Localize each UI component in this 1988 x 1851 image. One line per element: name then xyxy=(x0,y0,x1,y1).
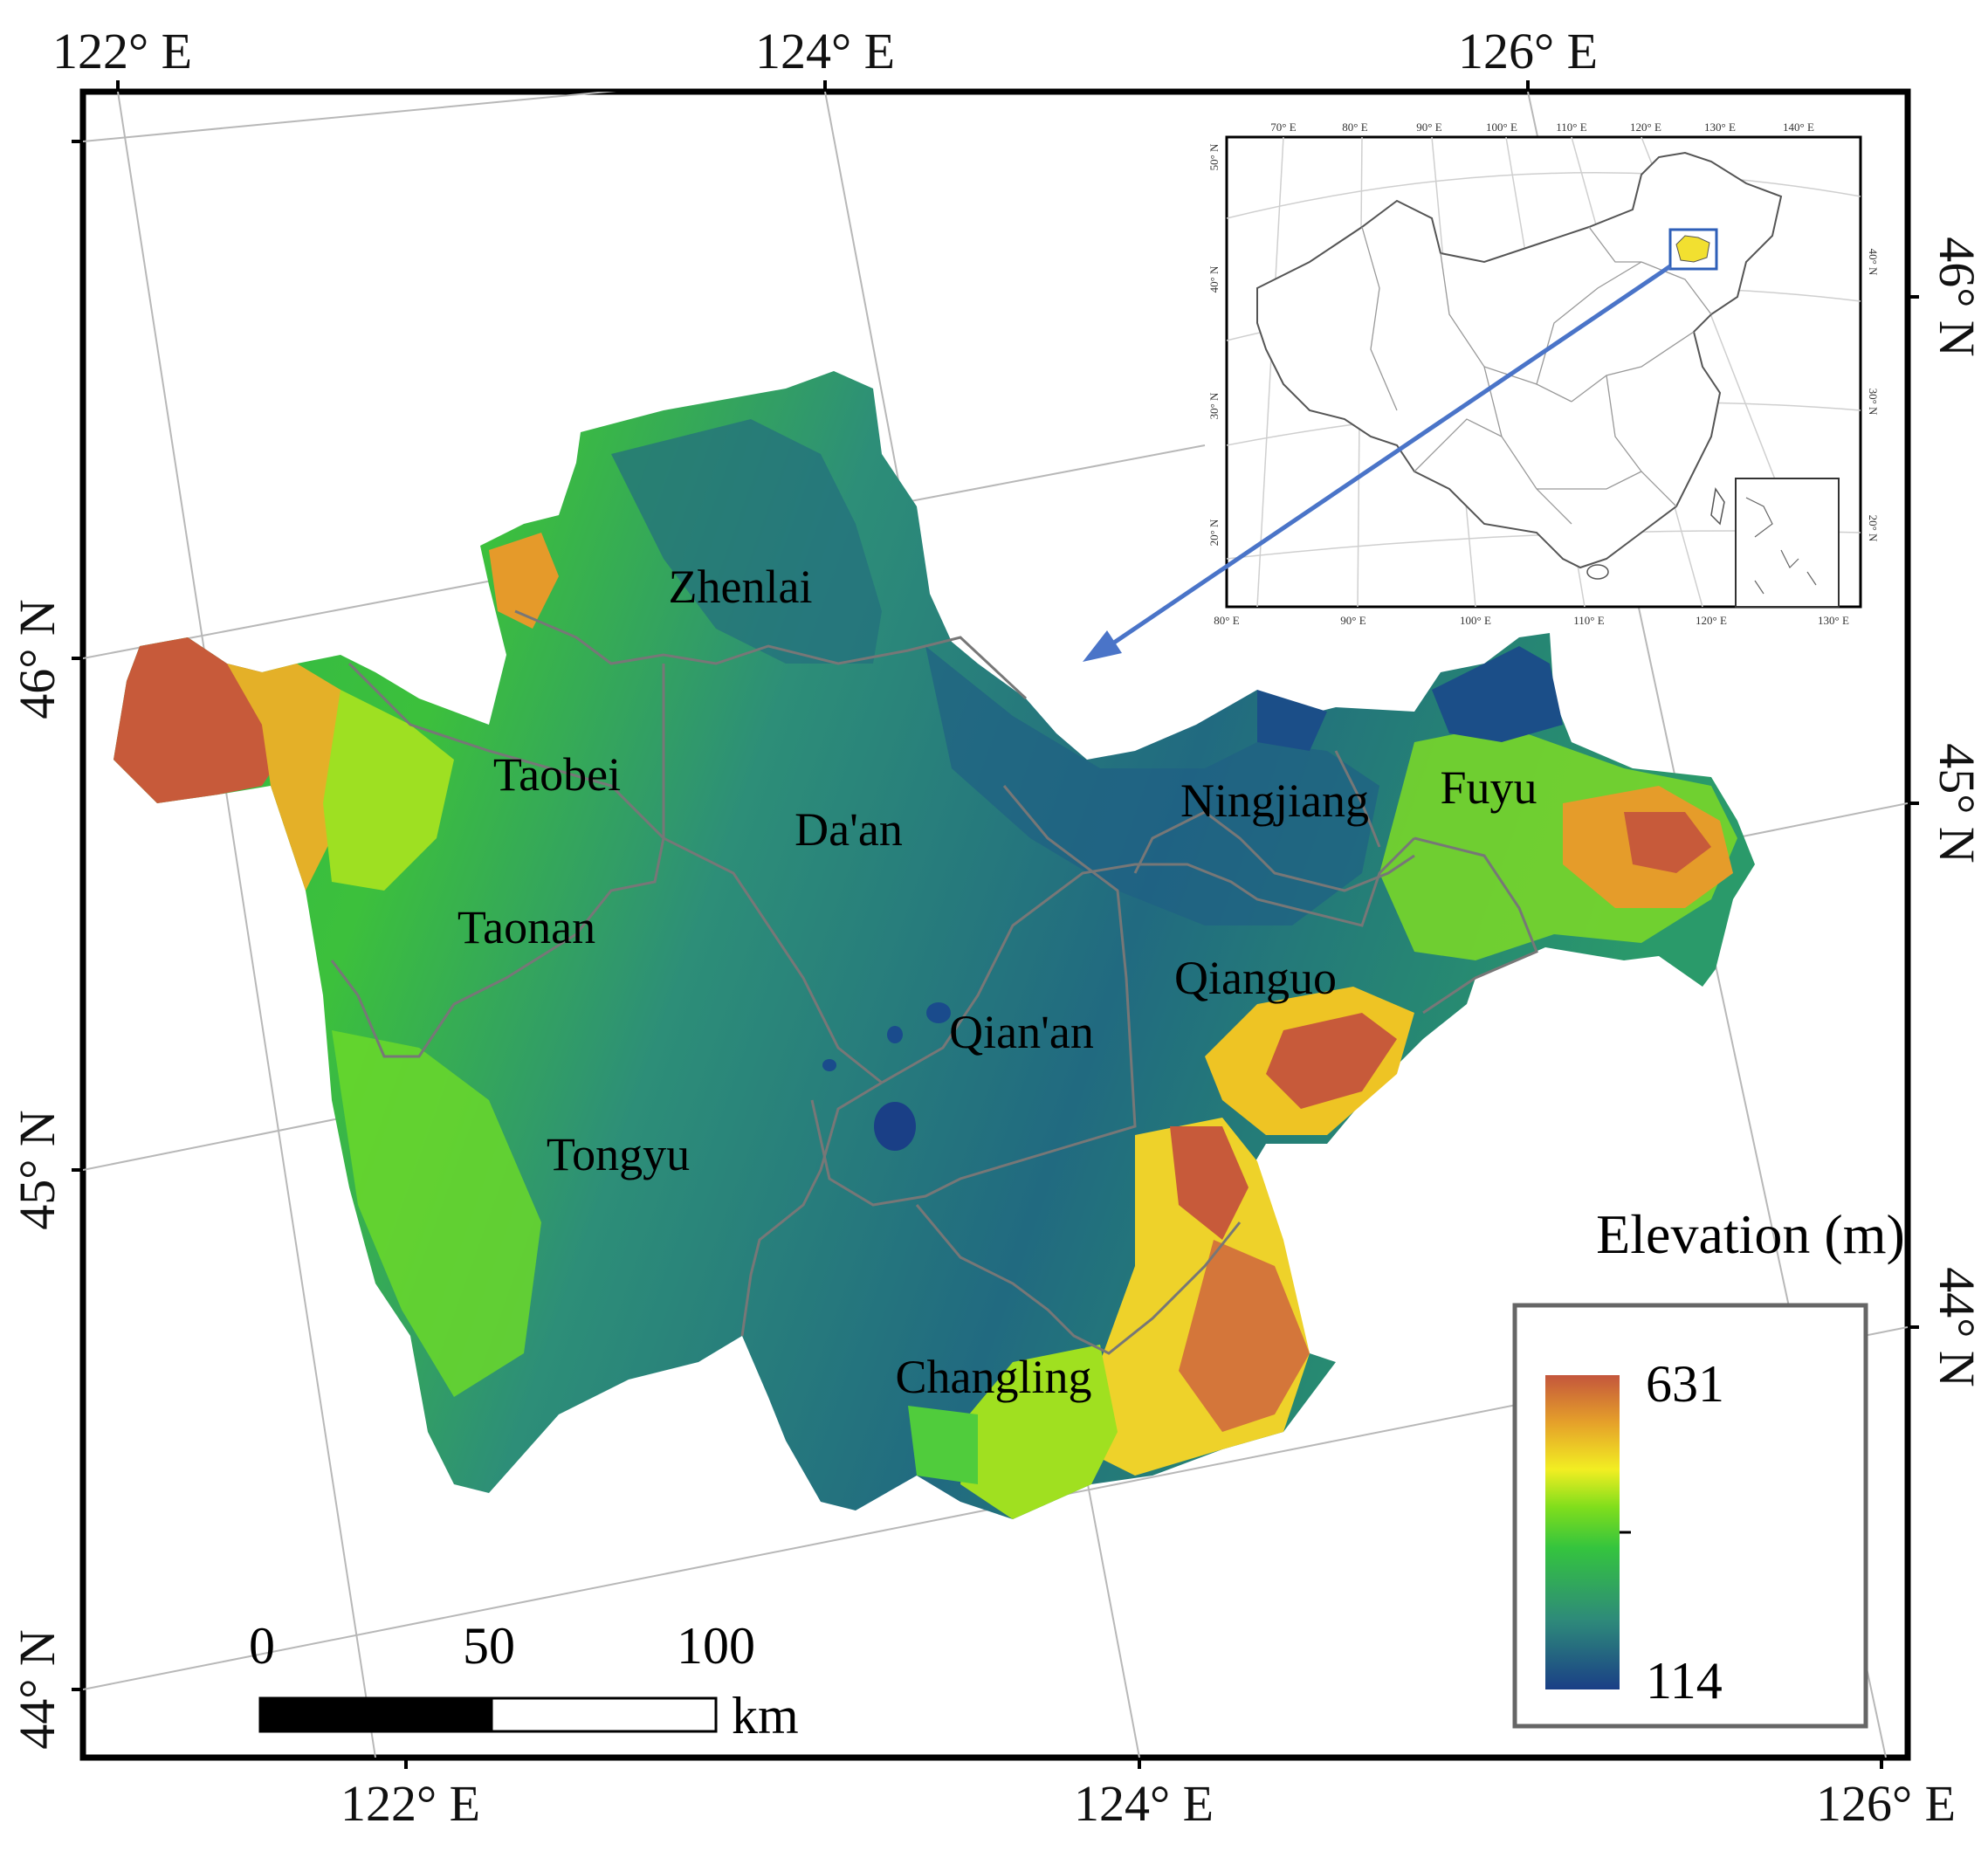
inset-map: 70° E 80° E 90° E 100° E 110° E 120° E 1… xyxy=(1207,120,1880,627)
study-area-highlight xyxy=(1668,228,1718,271)
inset-bottom-label: 110° E xyxy=(1573,614,1604,627)
county-label-zhenlai: Zhenlai xyxy=(669,561,813,613)
scale-bar-black xyxy=(258,1696,493,1733)
right-lat-labels: 46° N 45° N 44° N xyxy=(1929,237,1985,1387)
inset-top-label: 140° E xyxy=(1783,120,1814,134)
inset-top-label: 100° E xyxy=(1486,120,1517,134)
left-lat-label: 45° N xyxy=(9,1110,65,1230)
top-ticks xyxy=(116,80,1530,92)
legend-min-value: 114 xyxy=(1646,1652,1723,1710)
inset-bottom-label: 90° E xyxy=(1340,614,1365,627)
legend-max-value: 631 xyxy=(1646,1355,1724,1413)
bottom-lon-label: 124° E xyxy=(1074,1775,1214,1832)
left-lat-label: 46° N xyxy=(9,599,65,719)
inset-top-label: 110° E xyxy=(1556,120,1586,134)
left-lat-labels: 46° N 45° N 44° N xyxy=(9,599,65,1750)
inset-right-label: 40° N xyxy=(1867,249,1880,276)
county-label-changling: Changling xyxy=(896,1351,1092,1403)
pointer-arrow xyxy=(1083,264,1672,662)
south-china-sea-inset xyxy=(1735,478,1840,608)
inset-left-label: 40° N xyxy=(1207,265,1221,292)
inset-bottom-label: 100° E xyxy=(1460,614,1491,627)
county-label-taonan: Taonan xyxy=(457,901,595,953)
inset-top-label: 90° E xyxy=(1416,120,1441,134)
legend: Elevation (m) 631 114 xyxy=(1512,1203,1905,1729)
inset-top-label: 70° E xyxy=(1270,120,1296,134)
right-ticks xyxy=(1908,295,1919,1329)
scale-bar-white xyxy=(490,1696,718,1733)
top-lon-label: 126° E xyxy=(1458,23,1598,79)
province-lines xyxy=(1361,226,1712,525)
inset-right-label: 30° N xyxy=(1867,389,1880,416)
county-label-fuyu: Fuyu xyxy=(1440,761,1537,814)
inset-left-label: 50° N xyxy=(1207,143,1221,170)
top-lon-label: 122° E xyxy=(52,23,192,79)
county-label-ningjiang: Ningjiang xyxy=(1180,774,1369,827)
scale-bar: 0 50 100 km xyxy=(249,1617,799,1744)
bottom-lon-label: 122° E xyxy=(341,1775,480,1832)
scale-unit: km xyxy=(732,1687,799,1744)
left-lat-label: 44° N xyxy=(9,1629,65,1750)
china-outline xyxy=(1256,151,1783,569)
county-label-daan: Da'an xyxy=(795,803,903,856)
top-lon-labels: 122° E 124° E 126° E xyxy=(52,23,1598,79)
county-label-tongyu: Tongyu xyxy=(547,1128,690,1180)
top-lon-label: 124° E xyxy=(755,23,895,79)
legend-color-ramp xyxy=(1545,1375,1620,1689)
taiwan-island xyxy=(1710,487,1725,526)
left-ticks xyxy=(72,140,83,1691)
scale-label-0: 0 xyxy=(249,1617,275,1675)
county-labels: Zhenlai Taobei Da'an Ningjiang Fuyu Taon… xyxy=(457,561,1537,1403)
inset-top-label: 80° E xyxy=(1342,120,1367,134)
right-lat-label: 44° N xyxy=(1929,1267,1985,1387)
county-label-qianan: Qian'an xyxy=(949,1006,1094,1058)
inset-top-label: 130° E xyxy=(1704,120,1736,134)
legend-title: Elevation (m) xyxy=(1596,1203,1905,1265)
right-lat-label: 46° N xyxy=(1929,237,1985,357)
scale-label-100: 100 xyxy=(677,1617,755,1675)
bottom-ticks xyxy=(404,1758,1883,1769)
hainan-island xyxy=(1586,564,1609,580)
inset-bottom-label: 130° E xyxy=(1818,614,1849,627)
inset-left-label: 30° N xyxy=(1207,392,1221,419)
inset-bottom-label: 120° E xyxy=(1696,614,1727,627)
bottom-lon-label: 126° E xyxy=(1816,1775,1956,1832)
inset-right-label: 20° N xyxy=(1867,515,1880,542)
right-lat-label: 45° N xyxy=(1929,743,1985,864)
county-label-taobei: Taobei xyxy=(493,748,621,801)
bottom-lon-labels: 122° E 124° E 126° E xyxy=(341,1775,1956,1832)
study-area-mini xyxy=(1675,235,1710,263)
elevation-patches xyxy=(114,419,1737,1519)
inset-left-label: 20° N xyxy=(1207,519,1221,546)
inset-bottom-label: 80° E xyxy=(1214,614,1239,627)
county-label-qianguo: Qianguo xyxy=(1174,952,1337,1004)
scale-label-50: 50 xyxy=(463,1617,515,1675)
inset-top-label: 120° E xyxy=(1630,120,1661,134)
county-boundaries xyxy=(330,609,1538,1355)
